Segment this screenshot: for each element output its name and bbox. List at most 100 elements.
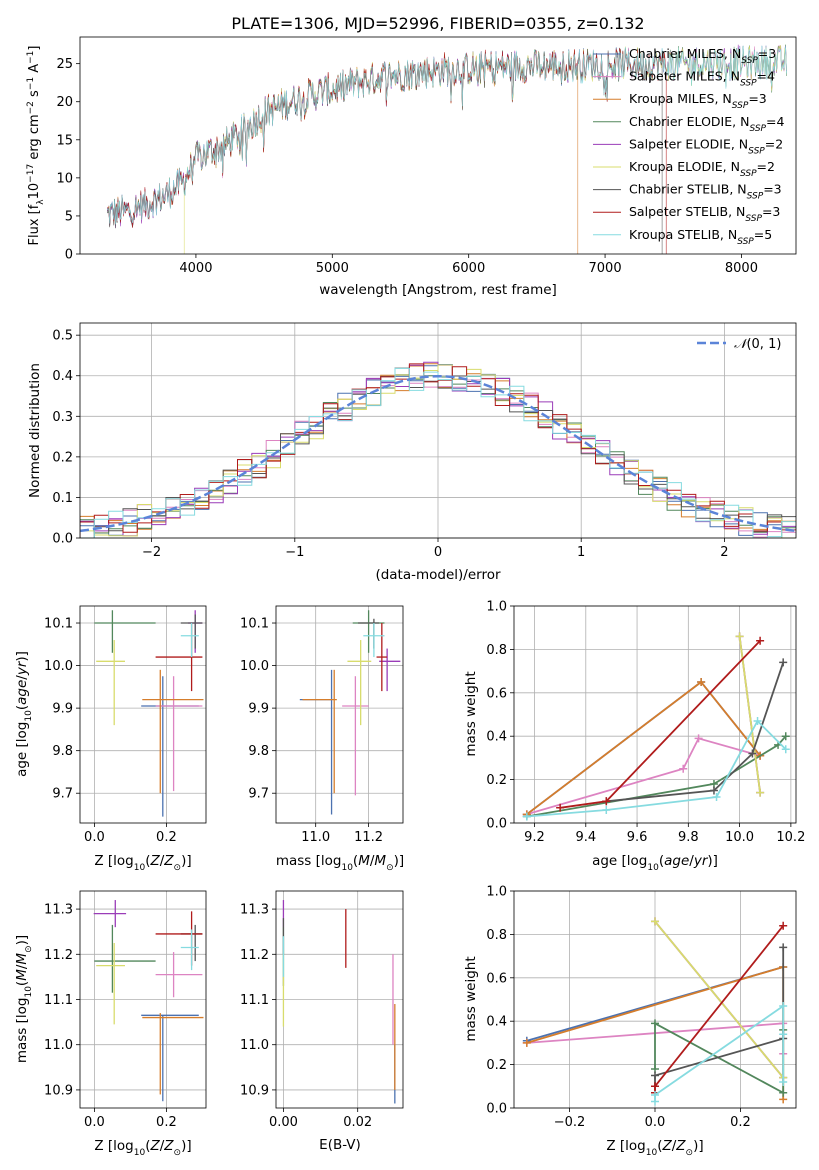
axes-mass_vs_ebv: 0.00 0.02 10.9 11.0 11.1 11.2 11.3 E(B-V) [240,890,404,1153]
x-tick-label: 5000 [316,261,349,276]
axes-frame [79,36,797,255]
normal-reference-curve [80,374,796,533]
axes-mass_vs_Z: 0.0 0.2 10.9 11.0 11.1 11.2 11.3 Z [log10(Z/Z⊙)… [14,890,207,1158]
y-tick-label: 0.1 [52,491,73,506]
axes-frame [79,322,797,539]
x-axis-label: Z [log10(Z/Z⊙)] [94,1138,191,1158]
axes-age_vs_Z: 0.0 0.2 9.7 9.8 9.9 10.0 10.1 Z [log10(Z/Z⊙)] ag… [14,605,207,873]
data-point-marker [781,732,790,741]
y-axis-label: mass [log10(M/M⊙)] [14,935,34,1063]
y-tick-label: 11.3 [44,903,73,918]
y-tick-label: 0.2 [486,1058,507,1073]
y-axis-label: mass weight [463,671,479,756]
y-tick-label: 10.1 [240,617,269,632]
y-tick-label: 10.9 [240,1083,269,1098]
data-point-marker [779,658,788,667]
y-tick-label: 11.2 [44,948,73,963]
plot-area [107,44,787,254]
y-tick-label: 1.0 [486,885,507,900]
x-tick-label: 0.00 [269,1115,298,1130]
histogram-series [80,364,796,538]
legend: Chabrier MILES, NSSP=3 Salpeter MILES, NS… [593,46,784,247]
x-tick-label: 0 [434,545,442,560]
y-tick-label: 0 [65,248,73,263]
y-tick-label: 5 [65,209,73,224]
axes-spectrum: 4000 5000 6000 7000 8000 0 5 10 15 20 25 Chabrier M… [26,36,797,298]
y-tick-label: 11.2 [240,948,269,963]
data-point-marker [779,1088,788,1097]
y-tick-label: 0.2 [486,773,507,788]
x-tick-label: 11.2 [354,830,383,845]
y-tick-label: 9.7 [248,787,269,802]
x-tick-label: −2 [142,545,161,560]
data-point-marker [779,1030,788,1039]
x-tick-label: 0.0 [84,1115,105,1130]
y-tick-label: 9.9 [52,702,73,717]
data-point-marker [651,1082,659,1091]
y-tick-label: 0.5 [52,329,73,344]
x-tick-label: 9.2 [524,830,545,845]
data-point-marker [602,797,611,806]
data-point-marker [779,1002,788,1011]
data-point-marker [756,788,765,797]
plot-area [93,900,204,1102]
x-tick-label: 0.0 [84,830,105,845]
y-tick-label: 9.8 [248,744,269,759]
mass-weight-line [606,662,785,803]
mass-weight-line [738,636,761,793]
y-tick-label: 0.2 [52,450,73,465]
x-axis-label: mass [log10(M/M⊙)] [276,853,404,873]
mass-weight-line [654,947,785,1087]
plot-area [80,361,796,538]
y-tick-label: 25 [56,57,73,72]
y-tick-label: 0.6 [486,971,507,986]
data-point-marker [697,677,706,686]
y-tick-label: 0.8 [486,928,507,943]
plot-area [299,610,401,815]
axes-frame [513,605,797,824]
axes-frame [79,890,207,1109]
legend-label: Chabrier STELIB, NSSP=3 [629,182,782,202]
y-tick-label: 0.0 [486,1102,507,1117]
legend-label: 𝒩(0, 1) [734,337,781,352]
plot-area [522,632,790,821]
x-tick-label: −1 [285,545,304,560]
x-tick-label: 0.2 [730,1115,751,1130]
legend-label: Chabrier ELODIE, NSSP=4 [629,114,784,134]
plot-area [522,917,788,1106]
y-tick-label: 10.0 [240,659,269,674]
y-tick-label: 15 [56,133,73,148]
y-tick-label: 11.0 [240,1038,269,1053]
x-axis-label: E(B-V) [319,1137,361,1153]
axes-age_vs_mass: 11.0 11.2 9.7 9.8 9.9 10.0 10.1 mass [log10(M/M… [240,605,404,873]
x-tick-label: 0.2 [156,830,177,845]
y-tick-label: 11.3 [240,903,269,918]
y-tick-label: 0.0 [486,817,507,832]
y-tick-label: 0.0 [52,532,73,547]
x-tick-label: 9.6 [627,830,648,845]
y-tick-label: 9.9 [248,702,269,717]
y-tick-label: 10.0 [44,659,73,674]
y-tick-label: 11.1 [44,993,73,1008]
x-tick-label: 8000 [725,261,758,276]
data-point-marker [522,1038,531,1047]
axes-frame [275,890,404,1109]
data-point-marker [735,632,744,641]
x-axis-label: wavelength [Angstrom, rest frame] [319,282,557,298]
data-point-marker [694,734,703,743]
axes-mass_weight_vs_age: 9.2 9.4 9.6 9.8 10.0 10.2 0.0 0.2 0.4 0.6 0.8 1.0 ag… [463,600,805,874]
y-tick-label: 9.8 [52,744,73,759]
data-point-marker [709,786,718,795]
data-point-marker [779,943,788,952]
y-axis-label: Flux [fλ10−17 erg cm−2 s−1 A−1] [26,46,46,246]
axes-residual_histogram: −2 −1 0 1 2 0.0 0.1 0.2 0.3 0.4 0.5 𝒩(0, 1) (data-mo… [27,322,797,583]
x-tick-label: 0.02 [343,1115,372,1130]
legend: 𝒩(0, 1) [697,337,781,352]
x-tick-label: −0.2 [554,1115,586,1130]
x-tick-label: 0.0 [645,1115,666,1130]
legend-label: Salpeter STELIB, NSSP=3 [629,204,780,224]
y-tick-label: 0.4 [52,369,73,384]
x-axis-label: Z [log10(Z/Z⊙)] [606,1138,703,1158]
x-axis-label: age [log10(age/yr)] [592,853,718,873]
